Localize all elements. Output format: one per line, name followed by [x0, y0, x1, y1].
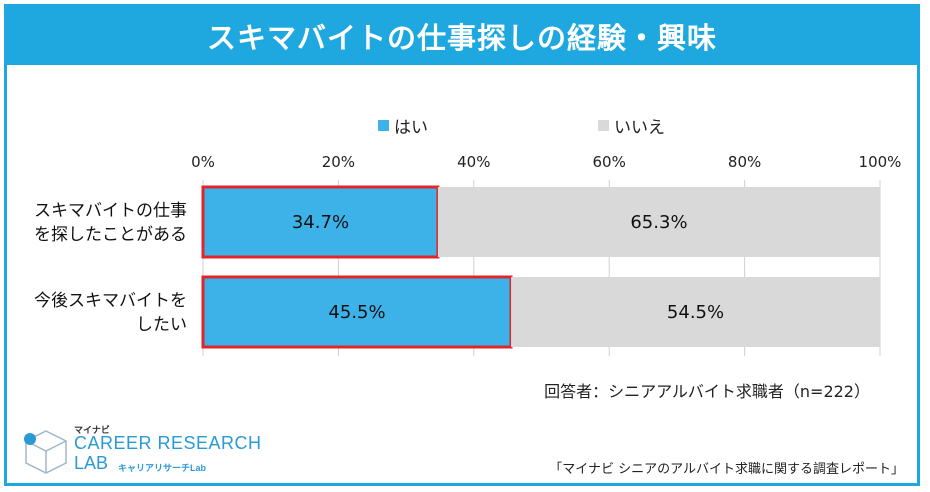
x-tick-label: 40%	[457, 153, 490, 171]
legend-swatch-yes	[378, 120, 389, 131]
category-label: 今後スキマバイトを	[34, 291, 187, 311]
logo-brand: マイナビ	[74, 425, 110, 435]
logo-sub: キャリアリサーチLab	[118, 463, 207, 473]
bar-no	[437, 187, 880, 257]
x-tick-label: 80%	[728, 153, 761, 171]
x-tick-label: 0%	[191, 153, 215, 171]
bar-yes	[201, 275, 513, 349]
legend-label-no: いいえ	[614, 118, 665, 138]
legend: はい いいえ	[0, 113, 930, 138]
chart-title: スキマバイトの仕事探しの経験・興味	[7, 7, 917, 65]
bar-value-label: 65.3%	[630, 212, 687, 233]
x-tick-label: 20%	[322, 153, 355, 171]
legend-item-yes: はい	[378, 113, 428, 138]
category-label: を探したことがある	[34, 225, 187, 245]
bar-value-label: 34.7%	[292, 212, 349, 233]
bar-value-label: 54.5%	[667, 302, 724, 323]
respondent-note: 回答者：シニアアルバイト求職者（n=222）	[544, 382, 870, 401]
legend-swatch-no	[598, 120, 609, 131]
logo-line2: LAB	[74, 453, 109, 473]
legend-item-no: いいえ	[598, 113, 665, 138]
career-research-lab-logo: マイナビ CAREER RESEARCH LAB キャリアリサーチLab	[22, 423, 261, 479]
legend-label-yes: はい	[394, 118, 428, 138]
bar-value-label: 45.5%	[328, 302, 385, 323]
x-tick-label: 100%	[859, 153, 902, 171]
x-tick-label: 60%	[593, 153, 626, 171]
category-label: スキマバイトの仕事	[34, 201, 187, 221]
bar-yes	[201, 185, 440, 259]
source-note: 「マイナビ シニアのアルバイト求職に関する調査レポート」	[549, 462, 904, 477]
logo-line1: CAREER RESEARCH	[74, 433, 262, 453]
category-label: したい	[136, 315, 187, 335]
cube-logo-icon	[24, 430, 67, 474]
bar-no	[511, 277, 880, 347]
